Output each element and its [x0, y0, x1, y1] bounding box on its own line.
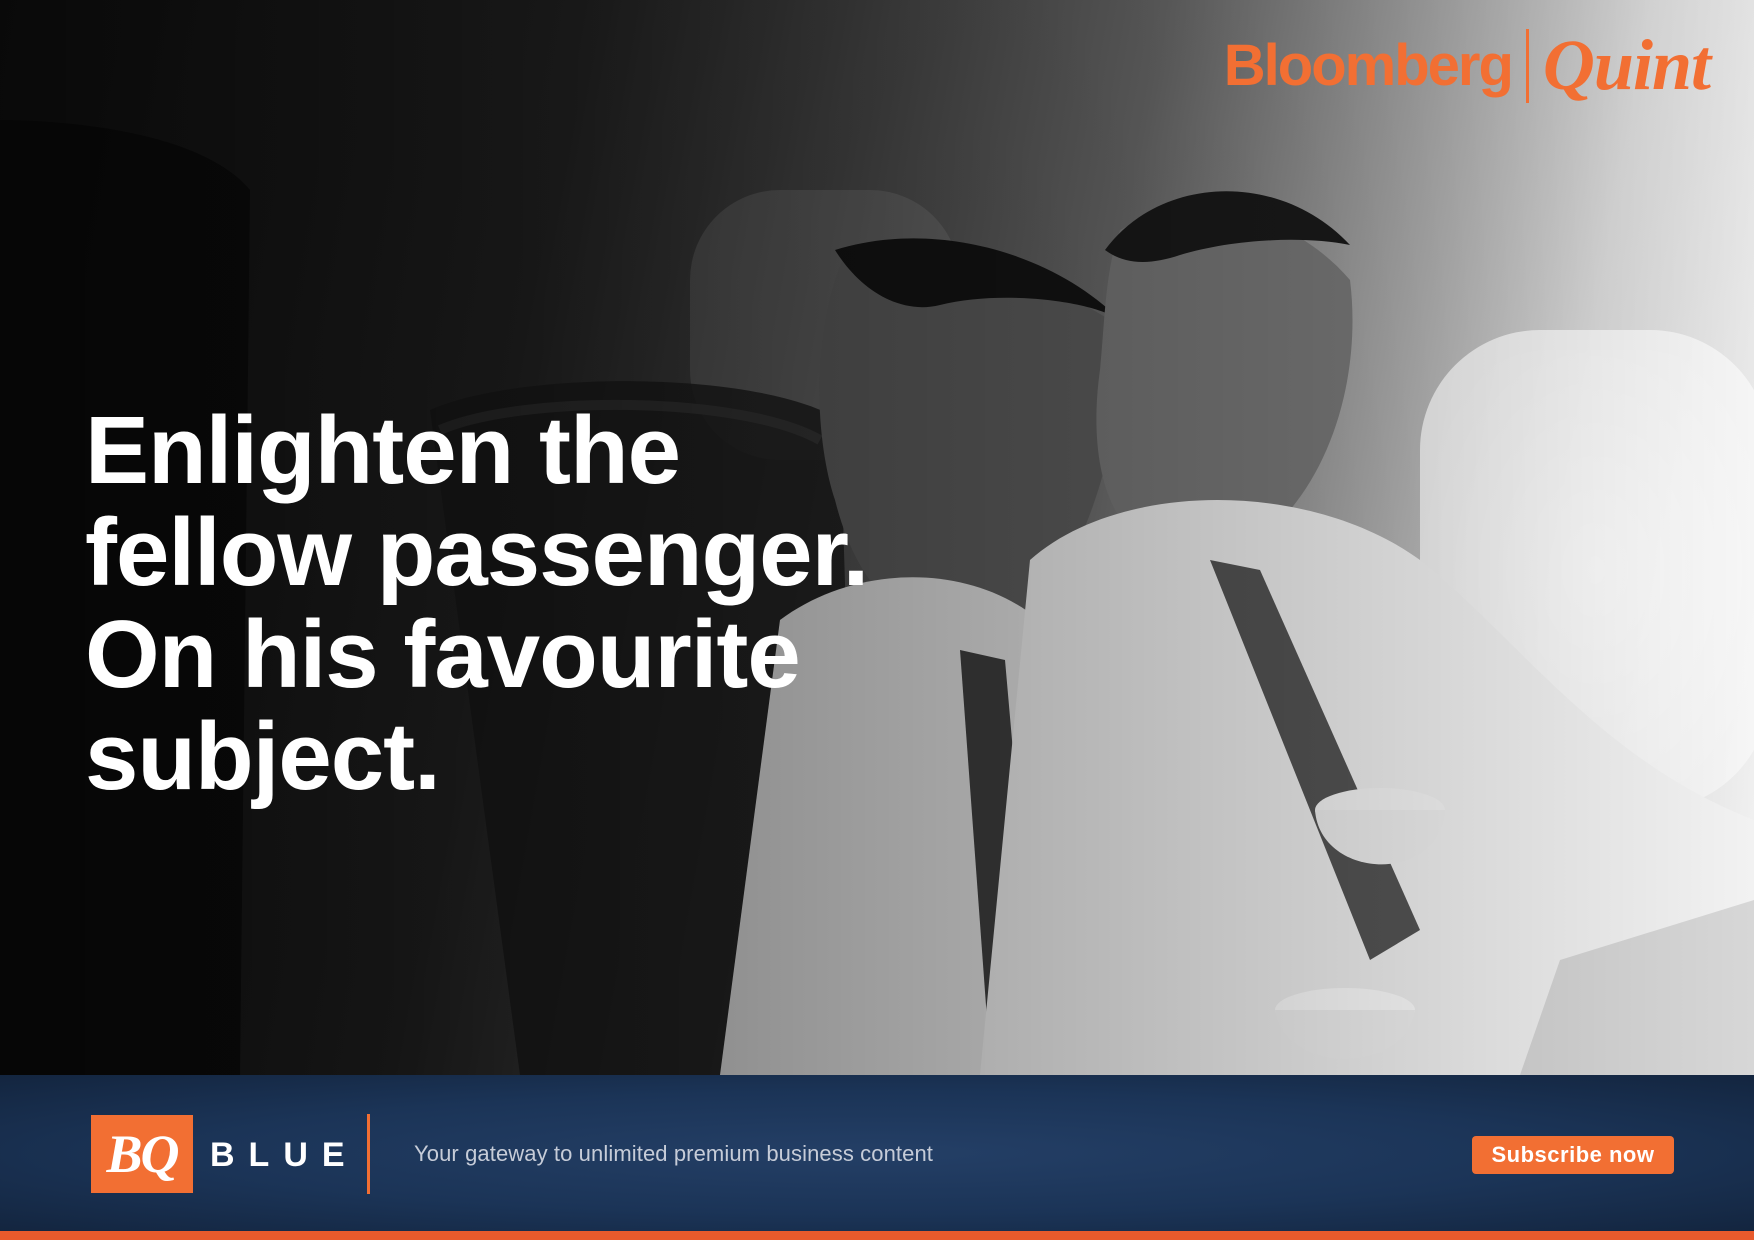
headline-line-2: fellow passenger.: [85, 499, 869, 606]
hero-section: Enlighten the fellow passenger. On his f…: [0, 0, 1754, 1075]
tagline: Your gateway to unlimited premium busine…: [414, 1141, 934, 1166]
headline-line-4: subject.: [85, 703, 441, 810]
footer-divider: [367, 1114, 370, 1194]
logo-bloomberg-text: Bloomberg: [1223, 33, 1514, 98]
bloomberg-quint-logo: Bloomberg Quint: [1223, 24, 1711, 107]
headline: Enlighten the fellow passenger. On his f…: [85, 397, 869, 810]
airplane-passengers-photo: [0, 0, 1754, 1075]
bq-blue-word: BLUE: [210, 1136, 359, 1174]
headline-line-3: On his favourite: [85, 601, 801, 708]
subscribe-now-button[interactable]: Subscribe now: [1472, 1136, 1674, 1174]
logo-divider: [1525, 28, 1529, 103]
logo-quint-text: Quint: [1542, 25, 1711, 105]
bq-badge: BQ: [91, 1115, 193, 1193]
headline-line-1: Enlighten the: [85, 397, 681, 504]
bottom-accent-stripe: [0, 1231, 1754, 1240]
footer-bar: [0, 1075, 1754, 1231]
